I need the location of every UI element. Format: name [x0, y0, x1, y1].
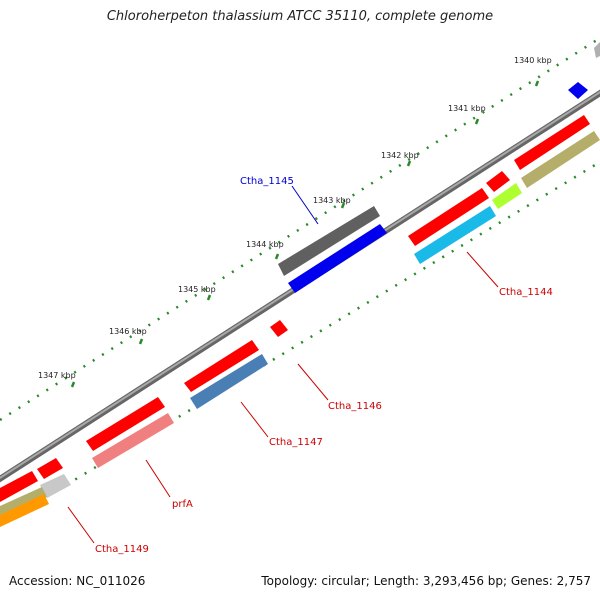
- topology-summary: Topology: circular; Length: 3,293,456 bp…: [261, 574, 591, 588]
- secondary-track: [0, 131, 600, 527]
- map-title: Chloroherpeton thalassium ATCC 35110, co…: [106, 9, 494, 24]
- inner-tick-ring: [0, 160, 600, 527]
- gene-gray-top[interactable]: [594, 42, 600, 58]
- kbp-label: 1347 kbp: [38, 371, 76, 380]
- accession-label: Accession: NC_011026: [9, 574, 146, 588]
- gene-red-arrow[interactable]: [270, 320, 288, 337]
- forward-strand-genes: [0, 42, 600, 502]
- kbp-label: 1341 kbp: [448, 104, 486, 113]
- leader-lines: [67, 185, 499, 544]
- gene-label-ctha-1145: Ctha_1145: [240, 176, 294, 187]
- kbp-label: 1346 kbp: [109, 327, 147, 336]
- kbp-label: 1343 kbp: [313, 196, 351, 205]
- gene-ctha-1145[interactable]: [288, 224, 387, 293]
- major-ticks: [70, 80, 540, 388]
- gene-orange-left[interactable]: [0, 494, 49, 527]
- gene-red-top-right[interactable]: [514, 115, 590, 170]
- gene-olive-top[interactable]: [521, 131, 600, 188]
- gene-label-prfa: prfA: [172, 499, 193, 510]
- gene-ctha-1146[interactable]: [184, 340, 259, 392]
- gene-ctha-1146-steel[interactable]: [190, 354, 268, 409]
- gene-prfa-red[interactable]: [86, 397, 165, 451]
- gene-ctha-1144-sky[interactable]: [414, 206, 496, 264]
- gene-labels: Ctha_1145 Ctha_1144 Ctha_1146 Ctha_1147 …: [95, 176, 553, 555]
- kbp-label: 1340 kbp: [514, 56, 552, 65]
- gene-label-ctha-1149: Ctha_1149: [95, 544, 149, 555]
- kbp-labels: 1340 kbp 1341 kbp 1342 kbp 1343 kbp 1344…: [38, 56, 552, 380]
- kbp-label: 1344 kbp: [246, 240, 284, 249]
- outer-tick-ring: [0, 36, 600, 422]
- gene-prfa-pink[interactable]: [92, 413, 174, 468]
- gene-red-small[interactable]: [486, 171, 510, 192]
- gene-ctha-1144[interactable]: [408, 188, 489, 246]
- gene-ctha-1145-gray[interactable]: [278, 206, 380, 276]
- gene-label-ctha-1147: Ctha_1147: [269, 437, 323, 448]
- gene-blue-arrow[interactable]: [568, 82, 588, 99]
- gene-label-ctha-1144: Ctha_1144: [499, 287, 553, 298]
- kbp-label: 1345 kbp: [178, 285, 216, 294]
- gene-red-left[interactable]: [0, 471, 38, 502]
- gene-lime[interactable]: [492, 183, 522, 209]
- gene-label-ctha-1146: Ctha_1146: [328, 401, 382, 412]
- kbp-label: 1342 kbp: [381, 151, 419, 160]
- gene-red-1149[interactable]: [37, 458, 63, 479]
- gene-lightgray-1149[interactable]: [40, 474, 71, 498]
